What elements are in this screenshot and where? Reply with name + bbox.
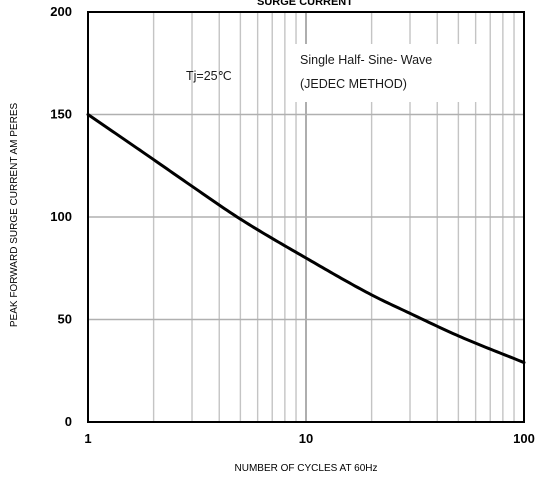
waveform-annotation: Single Half- Sine- Wave: [300, 53, 432, 67]
y-tick-label: 100: [50, 209, 72, 224]
x-tick-label: 100: [513, 431, 535, 446]
plot-frame: [87, 11, 525, 423]
y-tick-label: 200: [50, 4, 72, 19]
method-annotation: (JEDEC METHOD): [300, 77, 407, 91]
y-axis-title: PEAK FORWARD SURGE CURRENT AM PERES: [9, 103, 20, 328]
temperature-annotation: Tj=25℃: [186, 69, 232, 83]
tick-labels: 0 50 100 150 200 1 10 100: [50, 4, 535, 446]
x-axis-title: NUMBER OF CYCLES AT 60Hz: [235, 463, 378, 474]
series-layer: [86, 113, 526, 365]
x-tick-label: 10: [299, 431, 313, 446]
chart-title: SURGE CURRENT: [257, 0, 353, 8]
y-tick-label: 50: [58, 312, 72, 327]
y-tick-label: 150: [50, 107, 72, 122]
surge-current-curve: [86, 113, 526, 365]
annotation-layer: Tj=25℃ Single Half- Sine- Wave (JEDEC ME…: [186, 44, 481, 102]
x-tick-label: 1: [84, 431, 91, 446]
y-tick-label: 0: [65, 414, 72, 429]
annotation-box: [287, 44, 481, 102]
